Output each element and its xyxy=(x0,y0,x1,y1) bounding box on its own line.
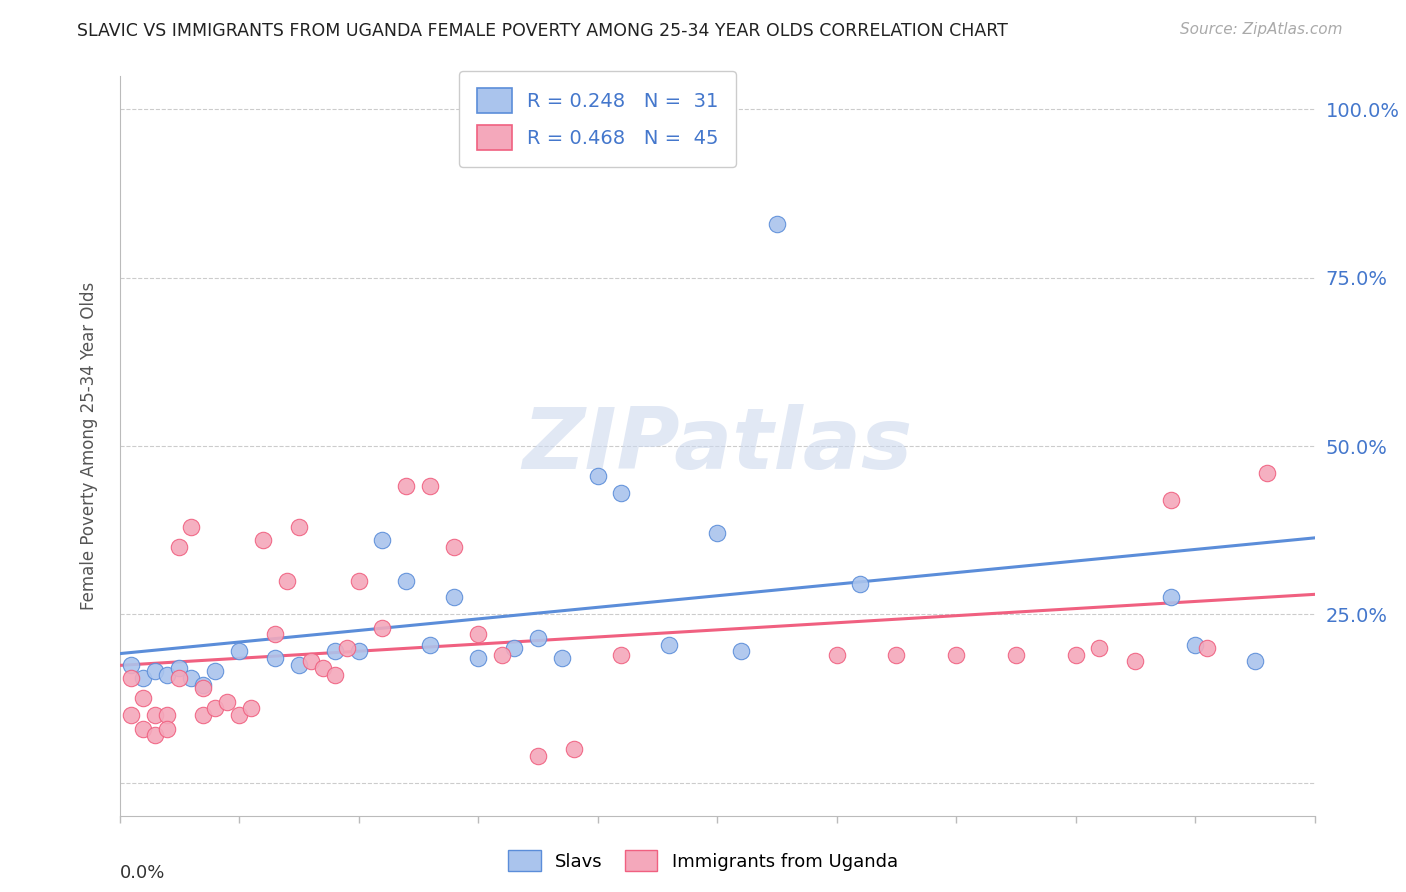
Point xyxy=(312,661,335,675)
Point xyxy=(156,722,179,736)
Point xyxy=(191,678,215,692)
Text: SLAVIC VS IMMIGRANTS FROM UGANDA FEMALE POVERTY AMONG 25-34 YEAR OLDS CORRELATIO: SLAVIC VS IMMIGRANTS FROM UGANDA FEMALE … xyxy=(77,22,1008,40)
Point xyxy=(467,627,489,641)
Text: Source: ZipAtlas.com: Source: ZipAtlas.com xyxy=(1180,22,1343,37)
Point xyxy=(336,640,357,655)
Point xyxy=(228,644,250,658)
Point xyxy=(1088,640,1111,655)
Point xyxy=(323,668,346,682)
Point xyxy=(121,671,143,685)
Point xyxy=(849,577,872,591)
Point xyxy=(610,648,633,662)
Point xyxy=(217,695,239,709)
Legend: R = 0.248   N =  31, R = 0.468   N =  45: R = 0.248 N = 31, R = 0.468 N = 45 xyxy=(458,70,737,168)
Point xyxy=(527,631,550,645)
Point xyxy=(204,665,226,679)
Text: 0.0%: 0.0% xyxy=(120,864,165,882)
Point xyxy=(276,574,298,588)
Point xyxy=(395,574,418,588)
Point xyxy=(371,533,394,548)
Point xyxy=(586,469,609,483)
Point xyxy=(371,621,394,635)
Point xyxy=(491,648,513,662)
Legend: Slavs, Immigrants from Uganda: Slavs, Immigrants from Uganda xyxy=(501,843,905,879)
Point xyxy=(347,644,370,658)
Point xyxy=(766,217,789,231)
Point xyxy=(610,486,633,500)
Point xyxy=(419,479,441,493)
Point xyxy=(169,671,191,685)
Y-axis label: Female Poverty Among 25-34 Year Olds: Female Poverty Among 25-34 Year Olds xyxy=(80,282,98,610)
Point xyxy=(1184,638,1206,652)
Point xyxy=(145,708,166,723)
Point xyxy=(288,657,311,672)
Point xyxy=(443,540,465,554)
Point xyxy=(323,644,346,658)
Point xyxy=(1160,591,1182,605)
Point xyxy=(191,708,215,723)
Point xyxy=(145,665,166,679)
Point xyxy=(562,742,585,756)
Point xyxy=(706,526,728,541)
Point xyxy=(503,640,526,655)
Point xyxy=(180,671,202,685)
Point xyxy=(443,591,465,605)
Point xyxy=(145,728,166,742)
Point xyxy=(132,671,155,685)
Point xyxy=(347,574,370,588)
Point xyxy=(169,661,191,675)
Point xyxy=(945,648,967,662)
Text: ZIPatlas: ZIPatlas xyxy=(522,404,912,488)
Point xyxy=(658,638,681,652)
Point xyxy=(1244,654,1267,668)
Point xyxy=(191,681,215,696)
Point xyxy=(467,651,489,665)
Point xyxy=(121,657,143,672)
Point xyxy=(1064,648,1087,662)
Point xyxy=(299,654,322,668)
Point xyxy=(228,708,250,723)
Point xyxy=(886,648,908,662)
Point xyxy=(730,644,752,658)
Point xyxy=(1160,492,1182,507)
Point xyxy=(132,722,155,736)
Point xyxy=(180,520,202,534)
Point xyxy=(419,638,441,652)
Point xyxy=(288,520,311,534)
Point xyxy=(1197,640,1219,655)
Point xyxy=(239,701,263,715)
Point xyxy=(825,648,848,662)
Point xyxy=(156,668,179,682)
Point xyxy=(551,651,574,665)
Point xyxy=(169,540,191,554)
Point xyxy=(204,701,226,715)
Point xyxy=(132,691,155,706)
Point xyxy=(1256,466,1278,480)
Point xyxy=(1125,654,1147,668)
Point xyxy=(1005,648,1028,662)
Point xyxy=(252,533,274,548)
Point xyxy=(527,748,550,763)
Point xyxy=(264,627,287,641)
Point xyxy=(395,479,418,493)
Point xyxy=(264,651,287,665)
Point xyxy=(121,708,143,723)
Point xyxy=(156,708,179,723)
